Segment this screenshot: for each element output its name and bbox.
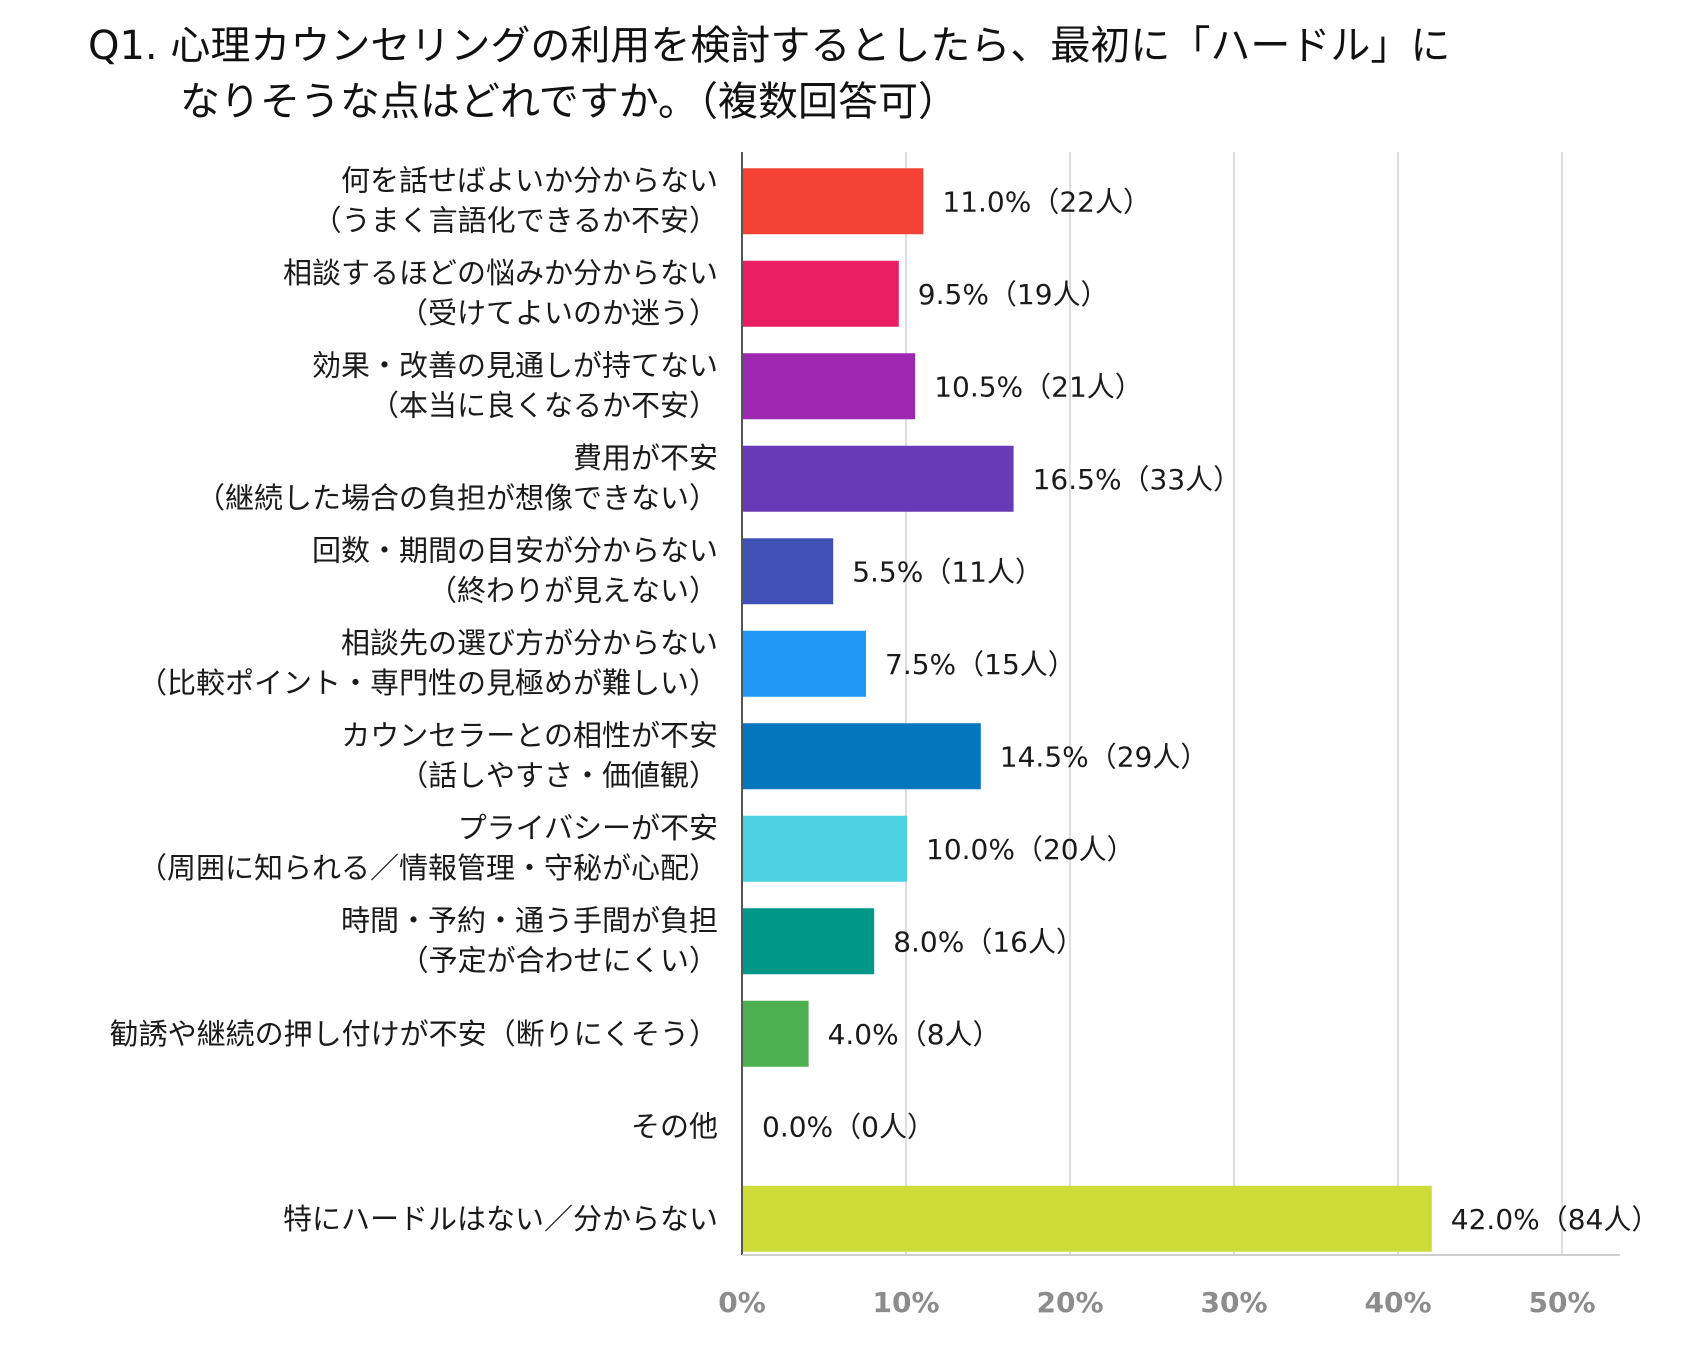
category-labels: 何を話せばよいか分からない （うまく言語化できるか不安） 相談するほどの悩みか分から… — [110, 163, 718, 1236]
bar — [743, 168, 924, 235]
bar — [743, 1185, 1432, 1252]
bar — [743, 353, 916, 420]
category-label: （話しやすさ・価値観） — [399, 758, 718, 792]
value-label: 4.0%（8人） — [828, 1018, 1001, 1051]
bar — [743, 630, 866, 697]
category-label: 相談先の選び方が分からない — [341, 626, 718, 660]
value-label: 10.0%（20人） — [926, 833, 1135, 866]
bar — [743, 260, 899, 327]
category-label: （終わりが見えない） — [428, 573, 718, 607]
value-label: 16.5%（33人） — [1033, 463, 1242, 496]
gridlines — [905, 152, 1563, 1255]
category-label: 効果・改善の見通しが持てない — [312, 348, 718, 382]
bar — [743, 815, 907, 882]
category-label: 費用が不安 — [573, 441, 718, 475]
category-label: （予定が合わせにくい） — [400, 943, 718, 977]
value-labels: 11.0%（22人） 9.5%（19人） 10.5%（21人） 16.5%（33人） 5… — [762, 185, 1659, 1236]
value-label: 9.5%（19人） — [918, 278, 1109, 311]
bars — [743, 168, 1432, 1252]
value-label: 8.0%（16人） — [893, 925, 1084, 958]
x-tick-label: 20% — [1036, 1286, 1103, 1319]
x-tick-label: 30% — [1200, 1286, 1267, 1319]
value-label: 10.5%（21人） — [934, 370, 1143, 403]
category-label: 特にハードルはない／分からない — [283, 1202, 718, 1236]
value-label: 5.5%（11人） — [852, 555, 1043, 588]
category-label: その他 — [631, 1109, 718, 1143]
category-label: 時間・予約・通う手間が負担 — [341, 903, 718, 937]
chart-title-line-1: Q1. 心理カウンセリングの利用を検討するとしたら、最初に「ハードル」に — [88, 23, 1451, 69]
category-label: （うまく言語化できるか不安） — [313, 203, 718, 237]
chart-title: Q1. 心理カウンセリングの利用を検討するとしたら、最初に「ハードル」に なりそ… — [88, 18, 1648, 130]
x-axis-ticks: 0% 10% 20% 30% 40% 50% — [718, 1286, 1595, 1319]
category-label: 何を話せばよいか分からない — [341, 163, 718, 197]
x-tick-label: 0% — [718, 1286, 766, 1319]
category-label: （比較ポイント・専門性の見極めが難しい） — [138, 666, 718, 700]
category-label: （継続した場合の負担が想像できない） — [196, 481, 718, 515]
value-label: 42.0%（84人） — [1451, 1203, 1660, 1236]
category-label: （本当に良くなるか不安） — [370, 388, 718, 422]
x-tick-label: 40% — [1364, 1286, 1431, 1319]
category-label: （周囲に知られる／情報管理・守秘が心配） — [138, 851, 718, 885]
bar — [743, 1000, 809, 1067]
value-label: 14.5%（29人） — [1000, 740, 1209, 773]
category-label: 回数・期間の目安が分からない — [312, 533, 718, 567]
x-tick-label: 50% — [1528, 1286, 1595, 1319]
bar — [743, 723, 981, 790]
value-label: 7.5%（15人） — [885, 648, 1076, 681]
bar — [743, 538, 834, 605]
x-tick-label: 10% — [872, 1286, 939, 1319]
bar — [743, 908, 875, 975]
value-label: 0.0%（0人） — [762, 1110, 935, 1143]
category-label: 勧誘や継続の押し付けが不安（断りにくそう） — [110, 1017, 718, 1051]
category-label: （受けてよいのか迷う） — [399, 296, 718, 330]
category-label: 相談するほどの悩みか分からない — [283, 256, 718, 290]
value-label: 11.0%（22人） — [942, 185, 1151, 218]
category-label: プライバシーが不安 — [458, 811, 718, 845]
category-label: カウンセラーとの相性が不安 — [341, 718, 718, 752]
chart-title-line-2: なりそうな点はどれですか。（複数回答可） — [180, 79, 958, 125]
bar — [743, 445, 1014, 512]
